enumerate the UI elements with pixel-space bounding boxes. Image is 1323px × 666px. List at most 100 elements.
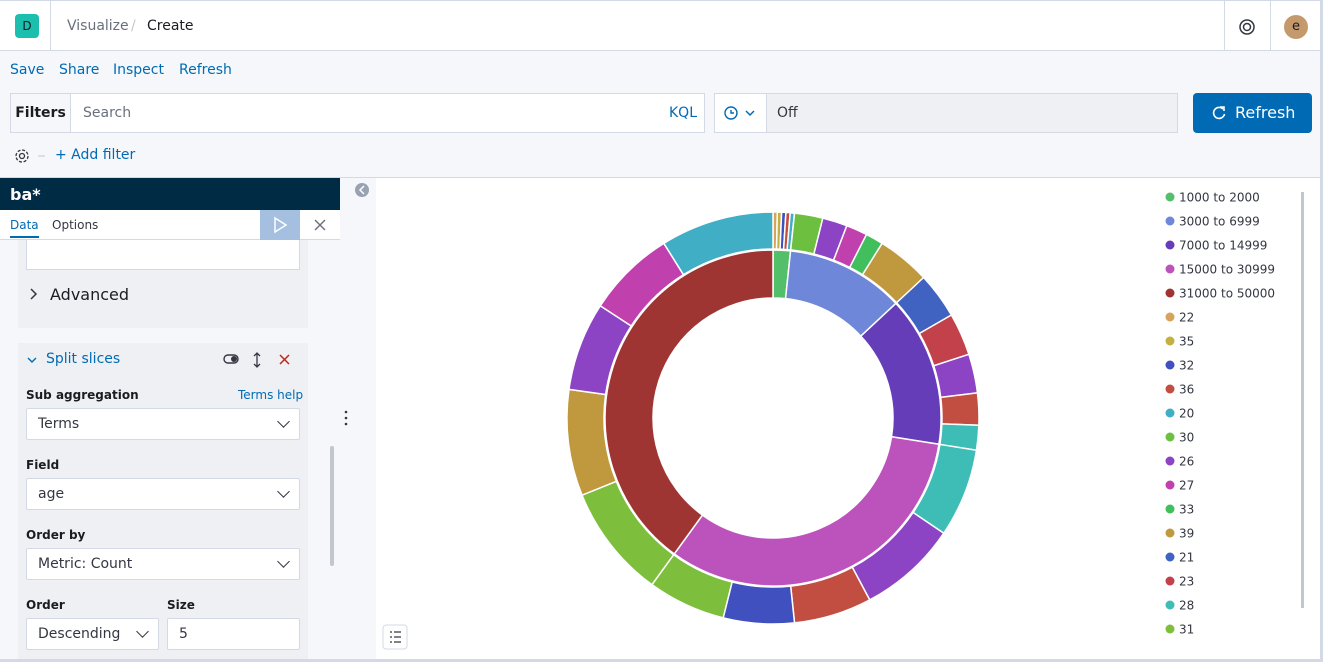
time-icon[interactable] <box>715 94 767 132</box>
select[interactable]: age <box>26 478 300 510</box>
menu-item[interactable]: Refresh <box>179 62 232 78</box>
legend-swatch <box>1165 408 1175 418</box>
legend-label: 39 <box>1179 527 1194 541</box>
sidebar: ba* Data Options Advanced Split slices S… <box>0 178 340 662</box>
refresh-label: Refresh <box>1235 103 1296 122</box>
tabs: Data Options <box>0 210 340 240</box>
number-input[interactable]: 5 <box>167 618 300 650</box>
menu-item[interactable]: Inspect <box>113 62 164 78</box>
legend-swatch <box>1165 216 1175 226</box>
outer-slice <box>939 392 980 426</box>
outer-slice <box>662 211 774 276</box>
legend-swatch <box>1165 456 1175 466</box>
legend-scrollbar <box>1301 192 1304 608</box>
filters-label: Filters <box>11 94 71 132</box>
legend-label: 3000 to 6999 <box>1179 215 1260 229</box>
divider <box>1270 1 1271 51</box>
legend-label: 33 <box>1179 503 1194 517</box>
legend-swatch <box>1165 312 1175 322</box>
legend-label: 23 <box>1179 575 1194 589</box>
legend-toggle-icon <box>390 631 401 643</box>
apply-button[interactable] <box>260 210 300 240</box>
outer-slice <box>722 581 796 625</box>
divider <box>1224 1 1225 51</box>
chart: 1000 to 2000 3000 to 6999 7000 to 14999 150… <box>382 191 1304 650</box>
time-picker[interactable]: Off <box>714 93 1178 133</box>
frame <box>1320 0 1323 662</box>
settings-icon[interactable] <box>13 147 47 165</box>
legend-label: 15000 to 30999 <box>1179 263 1275 277</box>
legend-swatch <box>1165 600 1175 610</box>
legend-swatch <box>1165 480 1175 490</box>
legend-swatch <box>1165 264 1175 274</box>
card: Advanced <box>18 240 308 328</box>
menu-item[interactable]: Save <box>10 62 45 78</box>
legend-label: 1000 to 2000 <box>1179 191 1260 205</box>
legend-label: 32 <box>1179 359 1194 373</box>
search-placeholder: Search <box>83 105 132 121</box>
legend-label: 20 <box>1179 407 1194 421</box>
legend-label: 22 <box>1179 311 1194 325</box>
legend-swatch <box>1165 576 1175 586</box>
discard-button[interactable] <box>313 218 327 232</box>
frame <box>0 659 1323 662</box>
app-logo[interactable]: D <box>15 14 39 38</box>
legend-swatch <box>1165 528 1175 538</box>
select-value: Descending <box>38 626 121 642</box>
kql-toggle[interactable]: KQL <box>669 105 697 121</box>
menu-item[interactable]: Share <box>59 62 100 78</box>
input-value: 5 <box>179 626 188 642</box>
select[interactable]: Terms <box>26 408 300 440</box>
toolbar: Save Share Inspect Refresh Filters Searc… <box>0 51 1323 178</box>
advanced-toggle[interactable]: Advanced <box>50 285 130 304</box>
field-label: Order by <box>26 528 86 542</box>
field-label: Sub aggregation <box>26 388 139 402</box>
legend-swatch <box>1165 240 1175 250</box>
legend-swatch <box>1165 624 1175 634</box>
select[interactable]: Metric: Count <box>26 548 300 580</box>
legend-label: 31 <box>1179 623 1194 637</box>
separator: / <box>131 18 136 34</box>
interval: Off <box>777 105 798 121</box>
select[interactable]: Descending <box>26 618 159 650</box>
refresh-button[interactable]: Refresh <box>1193 93 1312 133</box>
legend-label: 21 <box>1179 551 1194 565</box>
select-value: age <box>38 486 65 502</box>
legend-label: 7000 to 14999 <box>1179 239 1267 253</box>
breadcrumb[interactable]: Visualize <box>67 18 129 34</box>
select-value: Terms <box>38 416 80 432</box>
avatar[interactable]: e <box>1284 15 1308 39</box>
header: D Visualize / Create e <box>0 0 1323 51</box>
field-label: Order <box>26 598 65 612</box>
add-filter[interactable]: + Add filter <box>55 147 136 163</box>
select-value: Metric: Count <box>38 556 133 572</box>
index-pattern: ba* <box>0 178 340 210</box>
scrollbar <box>330 446 334 566</box>
field-label: Size <box>167 598 195 612</box>
query-input[interactable]: Filters Search KQL <box>10 93 705 133</box>
legend-label: 27 <box>1179 479 1194 493</box>
split-title[interactable]: Split slices <box>46 351 121 367</box>
legend-label: 26 <box>1179 455 1194 469</box>
tab[interactable]: Options <box>52 218 99 232</box>
legend-swatch <box>1165 552 1175 562</box>
legend-label: 35 <box>1179 335 1194 349</box>
inner-slice <box>673 435 940 587</box>
legend-swatch <box>1165 504 1175 514</box>
legend-swatch <box>1165 360 1175 370</box>
help-icon[interactable] <box>1238 18 1256 36</box>
field-label: Field <box>26 458 60 472</box>
help-link[interactable]: Terms help <box>238 388 304 402</box>
legend-label: 28 <box>1179 599 1194 613</box>
inner-slice <box>604 249 774 555</box>
legend-label: 31000 to 50000 <box>1179 287 1275 301</box>
legend-swatch <box>1165 288 1175 298</box>
legend-swatch <box>1165 336 1175 346</box>
tab[interactable]: Data <box>10 218 39 238</box>
card: Split slices Sub aggregation Terms help … <box>18 343 308 662</box>
card-actions[interactable] <box>223 351 303 369</box>
divider <box>50 1 51 51</box>
legend-swatch <box>1165 384 1175 394</box>
legend-swatch <box>1165 192 1175 202</box>
